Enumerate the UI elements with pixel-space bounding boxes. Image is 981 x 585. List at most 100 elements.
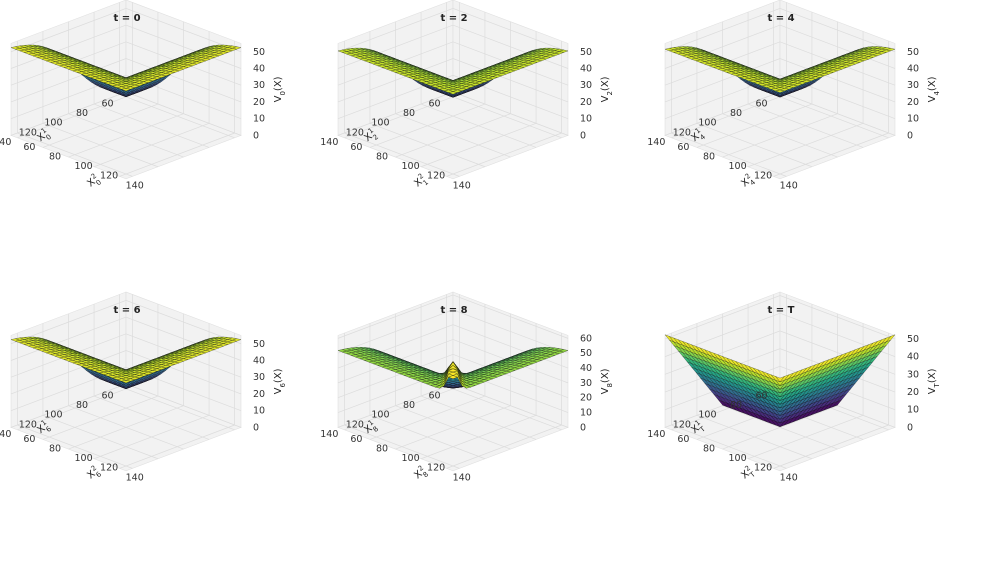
floor-gridline — [773, 424, 889, 469]
x1-tick-label: 140 — [647, 137, 665, 148]
surface-patch — [120, 88, 132, 92]
x2-tick-label: 80 — [703, 443, 715, 454]
x2-tick-label: 60 — [23, 434, 35, 445]
z-tick-label: 0 — [580, 130, 586, 141]
x2-tick-label: 140 — [453, 472, 471, 483]
surface-patch — [448, 91, 458, 95]
wall-gridline — [10, 58, 242, 103]
z-tick-label: 20 — [580, 393, 592, 404]
x2-axis-label: X82 — [411, 464, 430, 484]
x2-tick-label: 60 — [677, 142, 689, 153]
wall-gridline — [337, 58, 569, 103]
x2-tick-label: 60 — [677, 434, 689, 445]
x2-tick-label: 80 — [49, 443, 61, 454]
floor-gridline — [42, 123, 159, 168]
z-tick-label: 60 — [580, 333, 592, 344]
x1-tick-label: 60 — [429, 98, 441, 109]
z-tick-label: 30 — [580, 378, 592, 389]
x1-tick-label: 80 — [76, 108, 88, 119]
floor-gridline — [68, 113, 184, 158]
x2-tick-label: 60 — [23, 142, 35, 153]
x2-tick-label: 100 — [75, 453, 93, 464]
x1-tick-label: 60 — [429, 390, 441, 401]
wall-gridline — [664, 7, 896, 53]
wall-gridline — [10, 74, 242, 120]
x1-tick-label: 100 — [44, 410, 62, 421]
floor-gridline — [344, 132, 460, 177]
wall-gridline — [10, 333, 242, 378]
z-tick-label: 10 — [580, 114, 592, 125]
z-axis-label: V4(X) — [927, 76, 941, 102]
z-tick-label: 20 — [907, 97, 919, 108]
x2-tick-label: 100 — [402, 453, 420, 464]
wall-gridline — [664, 41, 896, 86]
x1-tick-label: 60 — [102, 390, 114, 401]
z-tick-label: 10 — [907, 114, 919, 125]
surface-patch — [774, 89, 786, 93]
floor-gridline — [369, 415, 486, 460]
floor-gridline — [17, 424, 133, 469]
z-tick-label: 40 — [580, 363, 592, 374]
surface-panel-2: 0102030405014012010080601401201008060X21… — [320, 0, 614, 192]
z-tick-label: 0 — [253, 130, 259, 141]
x2-tick-label: 100 — [729, 453, 747, 464]
wall-gridline — [337, 309, 569, 354]
floor-gridline — [747, 415, 864, 460]
x2-axis-label: X62 — [84, 464, 103, 484]
x1-axis-label: X61 — [34, 418, 53, 438]
floor-gridline — [420, 123, 537, 168]
floor-gridline — [773, 132, 889, 177]
z-tick-label: 50 — [253, 47, 265, 58]
x1-tick-label: 120 — [19, 419, 37, 430]
x1-tick-label: 100 — [371, 118, 389, 129]
surface-patch — [448, 375, 458, 379]
x1-axis-label: X01 — [34, 126, 53, 146]
x1-tick-label: 140 — [0, 429, 11, 440]
x1-tick-label: 100 — [698, 410, 716, 421]
wall-gridline — [10, 7, 242, 53]
z-tick-label: 10 — [253, 114, 265, 125]
floor-gridline — [747, 123, 864, 168]
x2-tick-label: 120 — [754, 463, 772, 474]
z-tick-label: 10 — [580, 408, 592, 419]
x2-tick-label: 60 — [350, 434, 362, 445]
z-axis-label: V6(X) — [273, 368, 287, 394]
x1-tick-label: 80 — [76, 400, 88, 411]
x2-tick-label: 80 — [49, 151, 61, 162]
x2-axis-label: X12 — [411, 172, 430, 192]
x2-tick-label: 120 — [100, 463, 118, 474]
x1-tick-label: 80 — [730, 400, 742, 411]
floor-gridline — [395, 405, 511, 450]
x2-tick-label: 120 — [427, 463, 445, 474]
wall-gridline — [10, 350, 242, 395]
x2-tick-label: 60 — [350, 142, 362, 153]
z-tick-label: 30 — [580, 80, 592, 91]
surface-panel-8: 010203040506014012010080601401201008060X… — [320, 291, 614, 484]
z-axis-label: V2(X) — [600, 76, 614, 102]
floor-gridline — [344, 424, 460, 469]
z-tick-label: 50 — [253, 339, 265, 350]
surface-patch — [120, 380, 132, 384]
floor-gridline — [722, 405, 838, 450]
x1-axis-label: X21 — [361, 126, 380, 146]
x1-tick-label: 140 — [320, 429, 338, 440]
x2-tick-label: 120 — [754, 171, 772, 182]
x2-axis-label: X02 — [84, 172, 103, 192]
wall-gridline — [10, 299, 242, 345]
x1-tick-label: 80 — [730, 108, 742, 119]
panel-title: t = 2 — [440, 13, 467, 24]
wall-gridline — [337, 294, 569, 339]
x1-tick-label: 140 — [647, 429, 665, 440]
wall-gridline — [10, 41, 242, 86]
z-tick-label: 20 — [253, 97, 265, 108]
floor-gridline — [671, 132, 787, 177]
floor-gridline — [696, 123, 813, 168]
floor-gridline — [395, 113, 511, 158]
z-tick-label: 0 — [907, 130, 913, 141]
z-tick-label: 50 — [580, 348, 592, 359]
x2-tick-label: 100 — [402, 161, 420, 172]
x1-tick-label: 140 — [320, 137, 338, 148]
z-tick-label: 30 — [253, 372, 265, 383]
x1-tick-label: 60 — [756, 390, 768, 401]
z-tick-label: 40 — [907, 63, 919, 74]
